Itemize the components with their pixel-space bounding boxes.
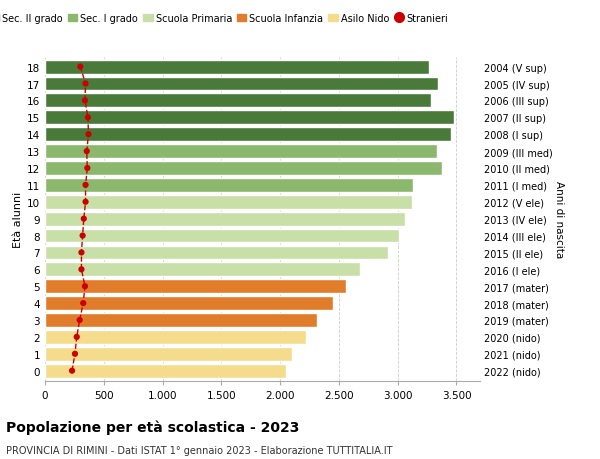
Point — [77, 249, 86, 257]
Point — [76, 64, 85, 71]
Bar — [45, 263, 360, 277]
Bar — [45, 61, 430, 74]
Bar — [45, 212, 405, 226]
Point — [79, 300, 88, 307]
Bar — [45, 162, 442, 175]
Text: Popolazione per età scolastica - 2023: Popolazione per età scolastica - 2023 — [6, 420, 299, 435]
Bar — [45, 364, 286, 378]
Point — [67, 367, 77, 375]
Y-axis label: Età alunni: Età alunni — [13, 191, 23, 247]
Point — [75, 317, 85, 324]
Bar — [45, 78, 437, 91]
Point — [83, 114, 93, 122]
Text: PROVINCIA DI RIMINI - Dati ISTAT 1° gennaio 2023 - Elaborazione TUTTITALIA.IT: PROVINCIA DI RIMINI - Dati ISTAT 1° genn… — [6, 445, 392, 455]
Point — [81, 81, 91, 88]
Bar — [45, 196, 412, 209]
Bar — [45, 347, 292, 361]
Point — [70, 350, 80, 358]
Point — [82, 148, 92, 156]
Legend: Sec. II grado, Sec. I grado, Scuola Primaria, Scuola Infanzia, Asilo Nido, Stran: Sec. II grado, Sec. I grado, Scuola Prim… — [0, 14, 449, 24]
Bar — [45, 94, 431, 108]
Point — [72, 334, 82, 341]
Bar — [45, 145, 437, 159]
Point — [80, 97, 90, 105]
Bar — [45, 179, 413, 192]
Point — [84, 131, 94, 139]
Bar — [45, 229, 399, 243]
Point — [77, 266, 86, 274]
Point — [81, 199, 91, 206]
Point — [79, 215, 89, 223]
Point — [80, 283, 90, 290]
Y-axis label: Anni di nascita: Anni di nascita — [554, 181, 564, 257]
Bar — [45, 111, 454, 125]
Point — [83, 165, 92, 172]
Bar — [45, 330, 306, 344]
Bar — [45, 313, 317, 327]
Bar — [45, 128, 451, 142]
Bar — [45, 280, 346, 293]
Bar — [45, 297, 333, 310]
Point — [81, 182, 91, 189]
Point — [78, 232, 88, 240]
Bar — [45, 246, 388, 260]
